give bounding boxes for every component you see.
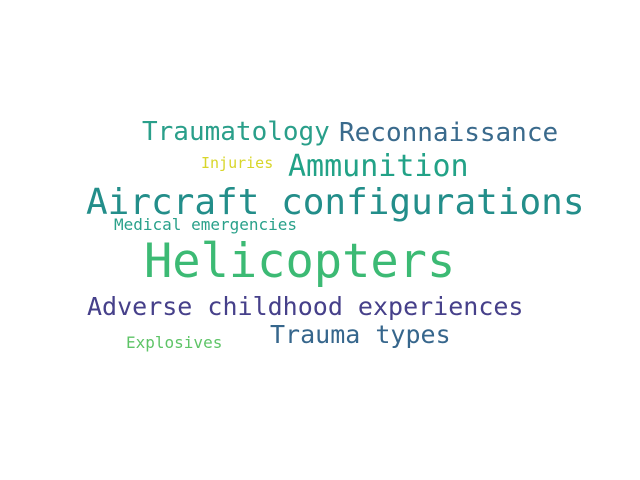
word-helicopters: Helicopters (144, 234, 456, 289)
word-adverse-childhood-experiences: Adverse childhood experiences (87, 292, 524, 321)
word-injuries: Injuries (201, 154, 274, 172)
word-reconnaissance: Reconnaissance (339, 118, 559, 148)
word-aircraft-configurations: Aircraft configurations (86, 182, 585, 223)
word-ammunition: Ammunition (288, 149, 469, 184)
word-traumatology: Traumatology (142, 117, 330, 147)
word-trauma-types: Trauma types (270, 320, 451, 349)
word-explosives: Explosives (126, 333, 223, 352)
word-medical-emergencies: Medical emergencies (114, 215, 298, 234)
